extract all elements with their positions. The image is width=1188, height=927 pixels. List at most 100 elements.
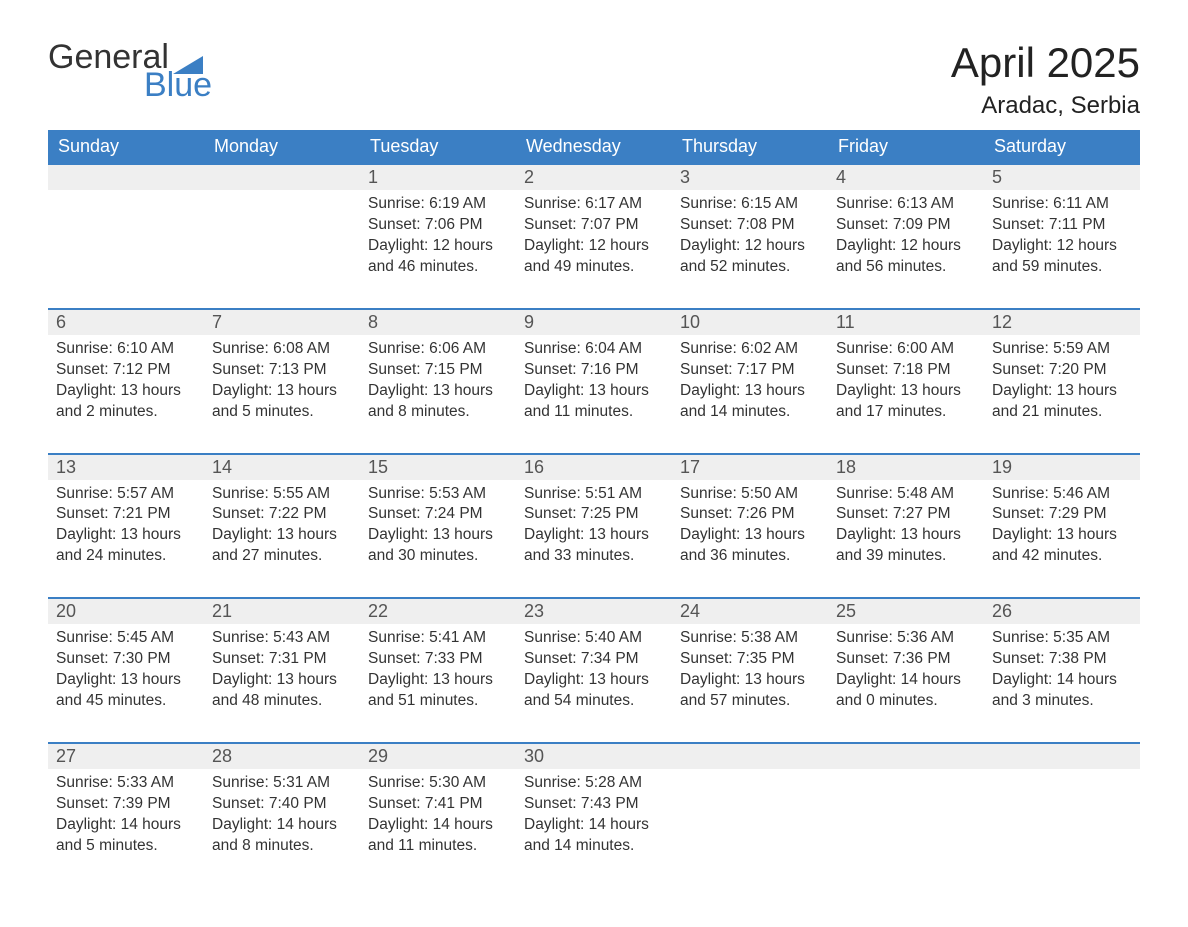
sunrise-text: Sunrise: 5:36 AM [836,628,976,649]
day-number: 17 [672,455,828,480]
daylight-line1: Daylight: 12 hours [836,236,976,257]
sunset-text: Sunset: 7:18 PM [836,360,976,381]
sunrise-text: Sunrise: 5:35 AM [992,628,1132,649]
day-number: 18 [828,455,984,480]
day-cell: 26Sunrise: 5:35 AMSunset: 7:38 PMDayligh… [984,598,1140,743]
day-cell: 4Sunrise: 6:13 AMSunset: 7:09 PMDaylight… [828,164,984,309]
day-number: 28 [204,744,360,769]
daylight-line2: and 48 minutes. [212,691,352,712]
day-cell [672,743,828,887]
day-cell: 15Sunrise: 5:53 AMSunset: 7:24 PMDayligh… [360,454,516,599]
day-body: Sunrise: 5:46 AMSunset: 7:29 PMDaylight:… [992,484,1132,568]
daylight-line2: and 24 minutes. [56,546,196,567]
week-row: 13Sunrise: 5:57 AMSunset: 7:21 PMDayligh… [48,454,1140,599]
day-cell: 2Sunrise: 6:17 AMSunset: 7:07 PMDaylight… [516,164,672,309]
daylight-line1: Daylight: 13 hours [680,670,820,691]
daylight-line2: and 51 minutes. [368,691,508,712]
daylight-line1: Daylight: 12 hours [992,236,1132,257]
daynum-empty [672,744,828,769]
sunset-text: Sunset: 7:13 PM [212,360,352,381]
week-row: 1Sunrise: 6:19 AMSunset: 7:06 PMDaylight… [48,164,1140,309]
day-cell: 10Sunrise: 6:02 AMSunset: 7:17 PMDayligh… [672,309,828,454]
day-number: 16 [516,455,672,480]
sunrise-text: Sunrise: 5:41 AM [368,628,508,649]
daylight-line2: and 8 minutes. [212,836,352,857]
day-body: Sunrise: 6:15 AMSunset: 7:08 PMDaylight:… [680,194,820,278]
sunrise-text: Sunrise: 5:53 AM [368,484,508,505]
day-cell: 29Sunrise: 5:30 AMSunset: 7:41 PMDayligh… [360,743,516,887]
day-cell: 13Sunrise: 5:57 AMSunset: 7:21 PMDayligh… [48,454,204,599]
daylight-line1: Daylight: 14 hours [836,670,976,691]
day-number: 27 [48,744,204,769]
daynum-empty [204,165,360,190]
day-number: 15 [360,455,516,480]
day-number: 5 [984,165,1140,190]
sunset-text: Sunset: 7:26 PM [680,504,820,525]
daynum-empty [48,165,204,190]
dow-saturday: Saturday [984,130,1140,164]
day-body: Sunrise: 6:08 AMSunset: 7:13 PMDaylight:… [212,339,352,423]
day-number: 25 [828,599,984,624]
day-cell: 7Sunrise: 6:08 AMSunset: 7:13 PMDaylight… [204,309,360,454]
daylight-line2: and 2 minutes. [56,402,196,423]
sunset-text: Sunset: 7:36 PM [836,649,976,670]
month-title: April 2025 [951,40,1140,86]
daylight-line1: Daylight: 13 hours [212,525,352,546]
day-cell: 16 Sunrise: 5:51 AMSunset: 7:25 PMDayligh… [516,454,672,599]
daylight-line1: Daylight: 13 hours [368,525,508,546]
day-body: Sunrise: 5:45 AMSunset: 7:30 PMDaylight:… [56,628,196,712]
day-cell: 9Sunrise: 6:04 AMSunset: 7:16 PMDaylight… [516,309,672,454]
sunset-text: Sunset: 7:21 PM [56,504,196,525]
daylight-line2: and 45 minutes. [56,691,196,712]
day-body: Sunrise: 6:06 AMSunset: 7:15 PMDaylight:… [368,339,508,423]
sunrise-text: Sunrise: 5:31 AM [212,773,352,794]
day-number: 3 [672,165,828,190]
day-body: Sunrise: 5:28 AMSunset: 7:43 PMDaylight:… [524,773,664,857]
day-body: Sunrise: 6:00 AMSunset: 7:18 PMDaylight:… [836,339,976,423]
sunrise-text: Sunrise: 5:38 AM [680,628,820,649]
daylight-line2: and 59 minutes. [992,257,1132,278]
dow-monday: Monday [204,130,360,164]
daylight-line1: Daylight: 12 hours [368,236,508,257]
day-cell: 12Sunrise: 5:59 AMSunset: 7:20 PMDayligh… [984,309,1140,454]
day-cell: 20Sunrise: 5:45 AMSunset: 7:30 PMDayligh… [48,598,204,743]
daylight-line1: Daylight: 13 hours [212,670,352,691]
daylight-line1: Daylight: 13 hours [524,670,664,691]
sunset-text: Sunset: 7:35 PM [680,649,820,670]
sunrise-text: Sunrise: 5:55 AM [212,484,352,505]
daylight-line2: and 27 minutes. [212,546,352,567]
calendar-body: 1Sunrise: 6:19 AMSunset: 7:06 PMDaylight… [48,164,1140,886]
daylight-line1: Daylight: 13 hours [680,381,820,402]
sunrise-text: Sunrise: 5:51 AM [524,484,664,505]
sunset-text: Sunset: 7:08 PM [680,215,820,236]
sunset-text: Sunset: 7:40 PM [212,794,352,815]
day-body: Sunrise: 5:51 AMSunset: 7:25 PMDaylight:… [524,484,664,568]
daylight-line1: Daylight: 13 hours [56,525,196,546]
day-body: Sunrise: 6:17 AMSunset: 7:07 PMDaylight:… [524,194,664,278]
day-number: 9 [516,310,672,335]
daylight-line2: and 52 minutes. [680,257,820,278]
day-body: Sunrise: 5:36 AMSunset: 7:36 PMDaylight:… [836,628,976,712]
day-body: Sunrise: 6:11 AMSunset: 7:11 PMDaylight:… [992,194,1132,278]
day-body: Sunrise: 5:40 AMSunset: 7:34 PMDaylight:… [524,628,664,712]
daylight-line1: Daylight: 13 hours [836,381,976,402]
daylight-line1: Daylight: 13 hours [368,670,508,691]
dow-sunday: Sunday [48,130,204,164]
sunset-text: Sunset: 7:12 PM [56,360,196,381]
day-number: 12 [984,310,1140,335]
sunset-text: Sunset: 7:39 PM [56,794,196,815]
day-number: 10 [672,310,828,335]
sunset-text: Sunset: 7:29 PM [992,504,1132,525]
sunset-text: Sunset: 7:41 PM [368,794,508,815]
sunrise-text: Sunrise: 5:45 AM [56,628,196,649]
day-body: Sunrise: 5:38 AMSunset: 7:35 PMDaylight:… [680,628,820,712]
sunrise-text: Sunrise: 5:57 AM [56,484,196,505]
day-cell: 30Sunrise: 5:28 AMSunset: 7:43 PMDayligh… [516,743,672,887]
day-body: Sunrise: 5:33 AMSunset: 7:39 PMDaylight:… [56,773,196,857]
sunset-text: Sunset: 7:43 PM [524,794,664,815]
dow-wednesday: Wednesday [516,130,672,164]
day-cell [828,743,984,887]
sunset-text: Sunset: 7:16 PM [524,360,664,381]
daylight-line1: Daylight: 13 hours [680,525,820,546]
sunrise-text: Sunrise: 5:48 AM [836,484,976,505]
